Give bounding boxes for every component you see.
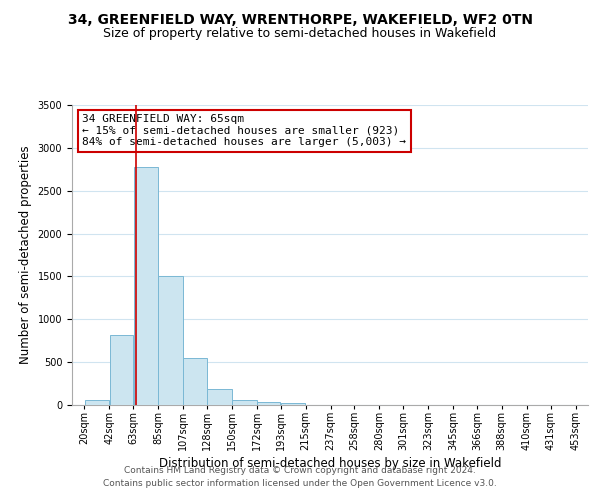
Bar	[110, 334, 133, 405]
Bar	[134, 166, 158, 405]
Text: Size of property relative to semi-detached houses in Wakefield: Size of property relative to semi-detach…	[103, 28, 497, 40]
Bar	[232, 400, 257, 405]
Text: 34, GREENFIELD WAY, WRENTHORPE, WAKEFIELD, WF2 0TN: 34, GREENFIELD WAY, WRENTHORPE, WAKEFIEL…	[67, 12, 533, 26]
Bar	[184, 358, 206, 405]
Bar	[158, 276, 183, 405]
Bar	[257, 402, 280, 405]
Text: 34 GREENFIELD WAY: 65sqm
← 15% of semi-detached houses are smaller (923)
84% of : 34 GREENFIELD WAY: 65sqm ← 15% of semi-d…	[82, 114, 406, 147]
X-axis label: Distribution of semi-detached houses by size in Wakefield: Distribution of semi-detached houses by …	[159, 457, 501, 470]
Bar	[85, 400, 109, 405]
Bar	[207, 388, 232, 405]
Y-axis label: Number of semi-detached properties: Number of semi-detached properties	[19, 146, 32, 364]
Bar	[281, 403, 305, 405]
Text: Contains HM Land Registry data © Crown copyright and database right 2024.
Contai: Contains HM Land Registry data © Crown c…	[103, 466, 497, 487]
